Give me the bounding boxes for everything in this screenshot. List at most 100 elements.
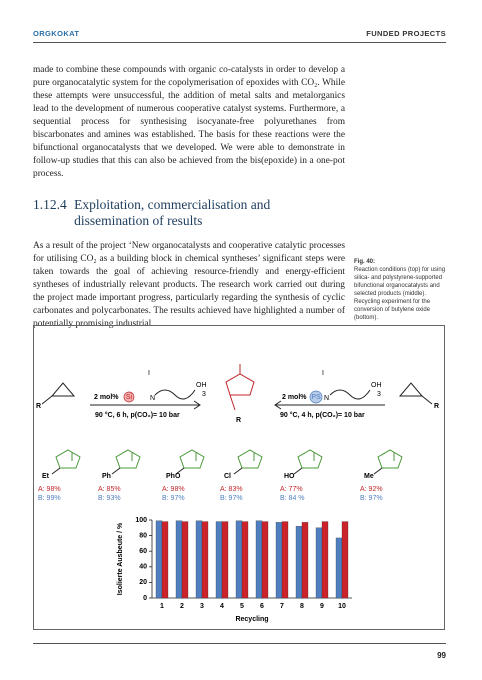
bond — [41, 395, 53, 405]
caption-label: Fig. 40: — [354, 259, 376, 265]
yield-a: A: 85% — [98, 486, 121, 493]
footer-rule — [33, 643, 446, 644]
product-group: HO — [284, 473, 295, 480]
paragraph: made to combine these compounds with org… — [33, 65, 345, 179]
scheme-label: 2 mol% — [94, 394, 119, 401]
carbonate — [237, 449, 263, 469]
x-tick-label: 10 — [338, 603, 346, 610]
yield-b: B: 97% — [360, 495, 383, 502]
scheme-label: R — [36, 403, 41, 410]
scheme-label: Si — [126, 394, 133, 401]
carbonate — [179, 449, 205, 469]
bar — [235, 520, 243, 599]
x-tick-label: 1 — [160, 603, 164, 610]
bar — [321, 521, 329, 599]
bar — [181, 521, 189, 599]
y-tick-label: 80 — [139, 532, 147, 539]
x-tick-label: 2 — [180, 603, 184, 610]
product-group: Me — [364, 473, 374, 480]
scheme-label: N — [150, 395, 155, 402]
bond — [421, 395, 433, 405]
bar — [281, 521, 289, 599]
x-tick-label: 3 — [200, 603, 204, 610]
x-tick-label: 5 — [240, 603, 244, 610]
caption-text: Reaction conditions (top) for using sili… — [354, 267, 446, 321]
caption: Fig. 40: Reaction conditions (top) for u… — [354, 258, 449, 322]
bar — [301, 522, 309, 599]
scheme-label: 2 mol% — [282, 394, 307, 401]
figure-frame — [33, 325, 445, 630]
product-group: Cl — [224, 473, 231, 480]
product-group: Ph — [102, 473, 111, 480]
yield-a: A: 83% — [220, 486, 243, 493]
bar — [275, 522, 283, 599]
x-tick-label: 4 — [220, 603, 224, 610]
scheme-label: 90 °C, 6 h, p(CO₂)= 10 bar — [95, 411, 180, 419]
yield-a: A: 92% — [360, 486, 383, 493]
header-right: FUNDED PROJECTS — [366, 29, 446, 38]
bar — [315, 527, 323, 599]
scheme-label: PS — [311, 394, 321, 401]
support-icon — [309, 390, 323, 404]
bar — [255, 520, 263, 599]
product-group: Et — [42, 473, 50, 480]
epoxide — [50, 382, 76, 397]
bond — [233, 467, 243, 475]
x-axis-label: Recycling — [235, 616, 268, 623]
carbonate — [55, 449, 81, 469]
y-tick-label: 40 — [139, 564, 147, 571]
yield-b: B: 97% — [162, 495, 185, 502]
bar — [155, 520, 163, 599]
chain — [329, 389, 371, 400]
bond — [373, 467, 383, 475]
bond — [175, 467, 185, 475]
bond — [111, 467, 121, 475]
arrow — [274, 400, 385, 410]
bar — [341, 521, 349, 599]
y-tick-label: 0 — [143, 595, 147, 602]
yield-b: B: 99% — [38, 495, 61, 502]
page-number: 99 — [437, 651, 446, 660]
carbonate — [225, 364, 255, 411]
bond — [51, 467, 61, 475]
scheme-label: 3 — [377, 391, 381, 398]
scheme-label: OH — [371, 382, 382, 389]
bar — [195, 520, 203, 599]
yield-b: B: 93% — [98, 495, 121, 502]
x-tick-label: 7 — [280, 603, 284, 610]
bar — [221, 521, 229, 599]
y-axis-label: Isolierte Ausbeute / % — [117, 522, 124, 595]
x-tick-label: 6 — [260, 603, 264, 610]
bond — [293, 467, 303, 475]
product-group: PhO — [166, 473, 181, 480]
bar — [201, 521, 209, 599]
x-tick-label: 8 — [300, 603, 304, 610]
header-rule — [33, 42, 446, 43]
header-left: ORGKOKAT — [33, 29, 80, 38]
yield-b: B: 84 % — [280, 495, 305, 502]
yield-a: A: 98% — [162, 486, 185, 493]
epoxide — [398, 382, 424, 397]
y-tick-label: 20 — [139, 579, 147, 586]
bar — [175, 520, 183, 599]
section-title: Exploitation, commercialisation and diss… — [74, 197, 271, 228]
section-number: 1.12.4 — [33, 197, 67, 212]
carbonate — [115, 449, 141, 469]
scheme-label: R — [434, 403, 439, 410]
scheme-label: 90 °C, 4 h, p(CO₂)= 10 bar — [280, 411, 365, 419]
scheme-label: 3 — [202, 391, 206, 398]
arrow — [90, 400, 201, 410]
scheme-label: OH — [196, 382, 207, 389]
bar — [241, 521, 249, 599]
x-tick-label: 9 — [320, 603, 324, 610]
bar — [295, 526, 303, 599]
scheme-label: N — [324, 395, 329, 402]
scheme-label: I — [322, 370, 324, 377]
y-tick-label: 60 — [139, 548, 147, 555]
support-icon — [123, 391, 135, 403]
bar — [261, 521, 269, 599]
carbonate — [297, 449, 323, 469]
section-heading: 1.12.4 Exploitation, commercialisation a… — [33, 197, 304, 229]
